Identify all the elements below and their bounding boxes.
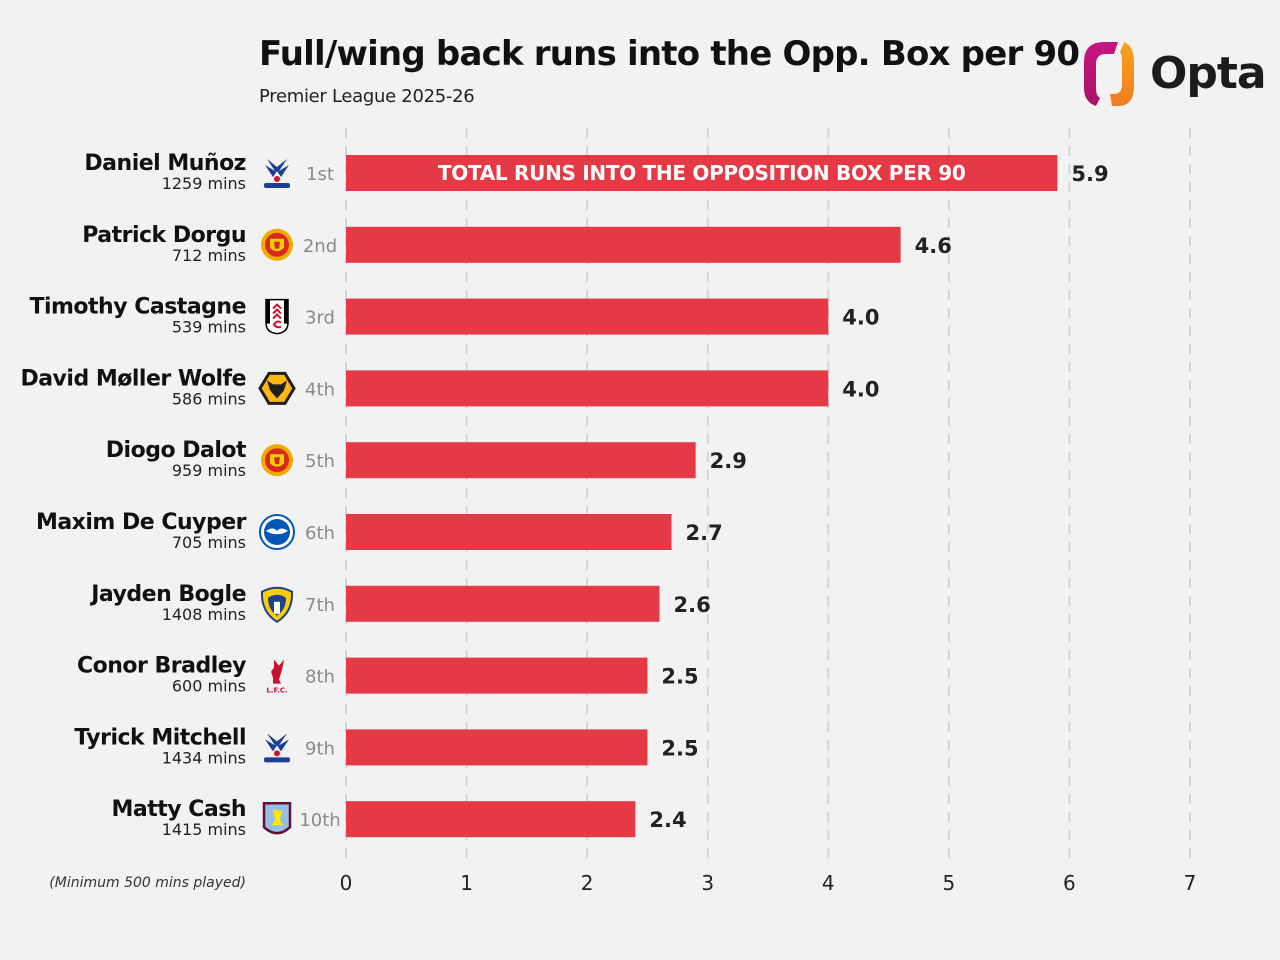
svg-text:L.F.C.: L.F.C. — [266, 687, 287, 695]
x-tick-label: 3 — [701, 871, 714, 895]
player-rank: 8th — [305, 667, 335, 688]
bar-value-label: 4.6 — [915, 234, 952, 258]
player-minutes: 539 mins — [172, 318, 246, 337]
in-bar-metric-label: TOTAL RUNS INTO THE OPPOSITION BOX PER 9… — [438, 161, 966, 185]
player-rank: 6th — [305, 523, 335, 544]
bar-value-label: 4.0 — [842, 306, 879, 330]
player-minutes: 1259 mins — [162, 174, 246, 193]
bar-value-label: 2.5 — [661, 665, 698, 689]
player-minutes: 712 mins — [172, 246, 246, 265]
player-name: Tyrick Mitchell — [74, 725, 246, 750]
manchester-united-crest-icon — [261, 228, 293, 261]
player-minutes: 705 mins — [172, 533, 246, 552]
crystal-palace-crest-icon — [264, 733, 290, 763]
player-name: Jayden Bogle — [89, 582, 246, 607]
player-name: Timothy Castagne — [29, 295, 246, 320]
bar — [346, 442, 696, 479]
brighton-crest-icon — [259, 514, 295, 550]
player-minutes: 1415 mins — [162, 820, 246, 839]
opta-logo-left-arc — [1084, 42, 1118, 106]
chart-title: Full/wing back runs into the Opp. Box pe… — [259, 34, 1080, 74]
player-minutes: 600 mins — [172, 677, 246, 696]
crystal-palace-crest-icon — [264, 159, 290, 188]
opta-logo-right-arc — [1110, 42, 1134, 106]
bar-value-label: 2.9 — [710, 449, 747, 473]
x-tick-label: 2 — [581, 871, 594, 895]
fulham-crest-icon — [265, 298, 289, 335]
chart-subtitle: Premier League 2025-26 — [259, 86, 475, 107]
x-tick-label: 4 — [822, 871, 835, 895]
player-minutes: 1434 mins — [162, 748, 246, 767]
bar — [346, 729, 648, 766]
player-name: Matty Cash — [111, 797, 246, 822]
player-name: David Møller Wolfe — [20, 366, 246, 391]
bars: 5.9 TOTAL RUNS INTO THE OPPOSITION BOX PE… — [346, 155, 1109, 838]
opta-wordmark: Opta — [1150, 48, 1267, 99]
x-tick-label: 1 — [460, 871, 473, 895]
bar — [346, 514, 672, 550]
bar — [346, 155, 1058, 191]
liverpool-crest-icon: L.F.C. — [266, 659, 288, 695]
player-minutes: 586 mins — [172, 389, 246, 408]
x-tick-label: 0 — [340, 871, 353, 895]
player-rank: 5th — [305, 451, 335, 472]
player-rank: 3rd — [305, 308, 335, 329]
player-minutes: 959 mins — [172, 461, 246, 480]
player-name: Diogo Dalot — [106, 438, 247, 463]
bar-value-label: 2.5 — [661, 736, 698, 760]
bar — [346, 801, 636, 838]
player-name: Daniel Muñoz — [84, 151, 246, 176]
player-name: Maxim De Cuyper — [36, 510, 247, 535]
x-tick-label: 5 — [942, 871, 955, 895]
bar — [346, 298, 829, 335]
x-tick-label: 6 — [1063, 871, 1076, 895]
bar-value-label: 2.4 — [649, 808, 686, 832]
player-name: Conor Bradley — [77, 654, 246, 679]
opta-logo — [1084, 42, 1134, 106]
bar-value-label: 4.0 — [842, 377, 879, 401]
player-rank: 1st — [306, 164, 334, 185]
wolves-crest-icon — [258, 371, 296, 405]
x-tick-label: 7 — [1184, 871, 1197, 895]
bar-value-label: 2.6 — [673, 593, 710, 617]
footnote: (Minimum 500 mins played) — [49, 875, 246, 891]
player-rank: 2nd — [303, 236, 337, 257]
player-rank: 9th — [305, 738, 335, 759]
player-rank: 10th — [299, 810, 340, 831]
player-name: Patrick Dorgu — [82, 223, 246, 248]
player-rank: 7th — [305, 595, 335, 616]
bar — [346, 657, 648, 694]
manchester-united-crest-icon — [261, 444, 293, 477]
player-rank: 4th — [305, 379, 335, 400]
player-minutes: 1408 mins — [162, 605, 246, 624]
x-axis-ticks: 0 1 2 3 4 5 6 7 — [340, 871, 1197, 895]
bar — [346, 370, 829, 407]
bar — [346, 585, 660, 622]
bar-value-label: 5.9 — [1071, 162, 1108, 186]
bar — [346, 226, 901, 263]
bar-value-label: 2.7 — [686, 521, 723, 545]
aston-villa-crest-icon — [262, 801, 292, 835]
leeds-crest-icon — [260, 586, 294, 623]
